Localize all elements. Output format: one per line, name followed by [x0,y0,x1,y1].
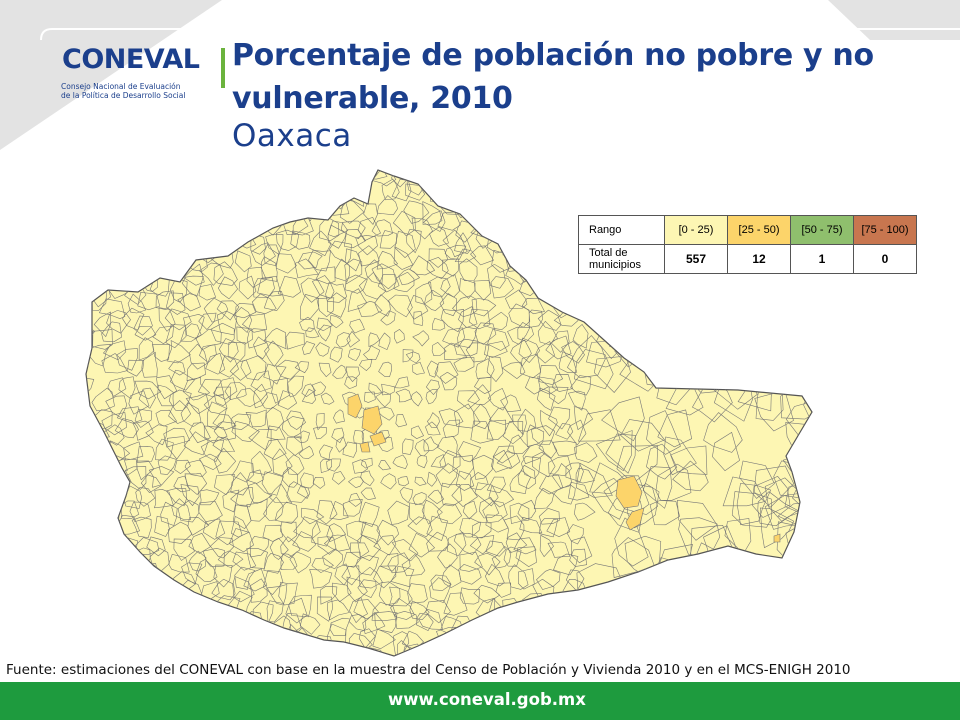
legend-count-0: 557 [664,244,728,274]
municipality-highlight-isthmus-3 [773,533,781,543]
municipality-highlight-isthmus-2 [625,507,645,531]
logo-tagline-1: Consejo Nacional de Evaluación [61,82,181,91]
legend-count-1: 12 [727,244,791,274]
municipality-highlight-isthmus-1 [615,475,643,509]
municipality-highlight-center-4 [359,441,371,453]
legend-count-row: Total de municipios 557 12 1 0 [578,244,917,274]
oaxaca-municipal-map [85,169,813,657]
legend-range-row: Rango [0 - 25) [25 - 50) [50 - 75) [75 -… [578,215,917,245]
municipality-highlight-center-1 [347,393,363,419]
municipality-highlight-center-2 [361,405,383,435]
title-accent-bar [221,48,225,88]
legend-range-2: [50 - 75) [790,215,854,245]
logo-wordmark: CONEVAL [62,44,200,75]
highlight-municipalities [347,393,781,543]
page-subtitle: Oaxaca [232,118,352,154]
coneval-logo: CONEVAL Consejo Nacional de Evaluación d… [52,40,212,115]
source-note: Fuente: estimaciones del CONEVAL con bas… [6,662,851,678]
logo-tagline-2: de la Política de Desarrollo Social [61,91,186,100]
legend-count-2: 1 [790,244,854,274]
legend-count-label: Total de municipios [578,244,665,274]
legend-range-0: [0 - 25) [664,215,728,245]
legend-header-label: Rango [578,215,665,245]
legend-table: Rango [0 - 25) [25 - 50) [50 - 75) [75 -… [578,215,917,274]
municipality-highlight-center-3 [369,431,387,447]
legend-count-3: 0 [853,244,917,274]
page-title: Porcentaje de población no pobre y no vu… [232,38,874,116]
legend-range-3: [75 - 100) [853,215,917,245]
footer-url-link[interactable]: www.coneval.gob.mx [388,690,586,709]
legend-range-1: [25 - 50) [727,215,791,245]
footer-bar [0,682,960,720]
